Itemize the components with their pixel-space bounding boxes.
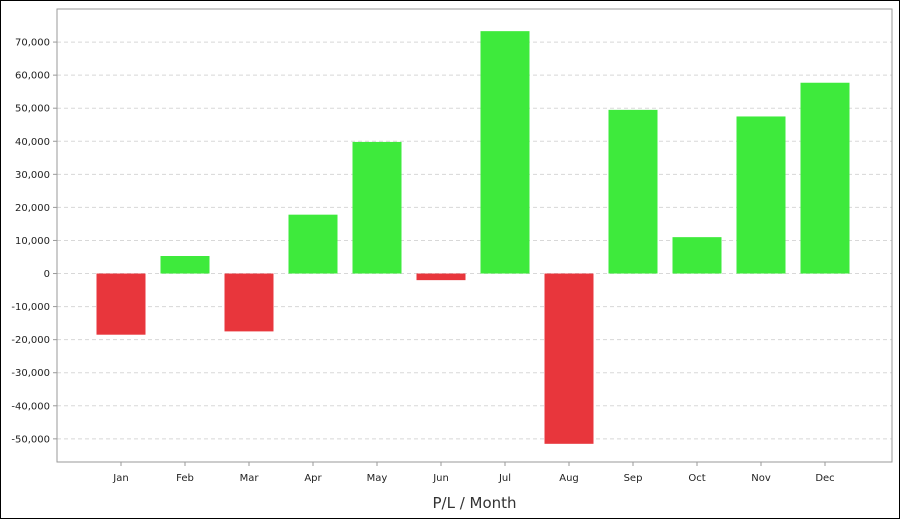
bars [96, 31, 850, 444]
bar-apr [288, 214, 338, 274]
y-tick-label: -40,000 [11, 401, 50, 412]
x-tick-label: Jun [432, 473, 449, 484]
x-tick-label: Dec [815, 473, 834, 484]
x-tick-label: Jul [498, 473, 511, 484]
x-tick-label: Nov [751, 473, 771, 484]
bar-dec [800, 82, 850, 274]
y-tick-label: 30,000 [15, 170, 50, 181]
x-tick-label: Apr [304, 473, 322, 484]
bar-mar [224, 273, 274, 332]
x-tick-label: Feb [176, 473, 194, 484]
x-tick-label: Aug [559, 473, 579, 484]
bar-jul [480, 31, 530, 274]
y-tick-label: -10,000 [11, 302, 50, 313]
x-tick-label: Jan [112, 473, 128, 484]
y-tick-label: 40,000 [15, 137, 50, 148]
bar-aug [544, 273, 594, 444]
bar-feb [160, 256, 210, 274]
bar-jun [416, 273, 466, 281]
x-tick-label: Oct [688, 473, 705, 484]
x-tick-label: Sep [624, 473, 643, 484]
x-tick-label: Mar [240, 473, 260, 484]
y-tick-label: 70,000 [15, 38, 50, 49]
bar-jan [96, 273, 146, 335]
y-tick-label: 50,000 [15, 104, 50, 115]
y-tick-label: -50,000 [11, 434, 50, 445]
y-tick-label: 60,000 [15, 71, 50, 82]
y-tick-label: 10,000 [15, 236, 50, 247]
x-axis-ticks: Jan Feb Mar Apr May Jun Jul Aug Sep Oct Nov Dec [112, 462, 835, 484]
bar-nov [736, 116, 786, 274]
y-axis-ticks: 70,000 60,000 50,000 40,000 30,000 20,000 10,0… [11, 38, 57, 445]
bar-may [352, 141, 402, 274]
y-tick-label: 0 [44, 269, 50, 280]
bar-oct [672, 237, 722, 274]
bar-sep [608, 109, 658, 274]
y-tick-label: -30,000 [11, 368, 50, 379]
y-tick-label: -20,000 [11, 335, 50, 346]
x-axis-title: P/L / Month [432, 494, 516, 512]
y-tick-label: 20,000 [15, 203, 50, 214]
x-tick-label: May [367, 473, 388, 484]
plot-area-border [56, 8, 893, 463]
